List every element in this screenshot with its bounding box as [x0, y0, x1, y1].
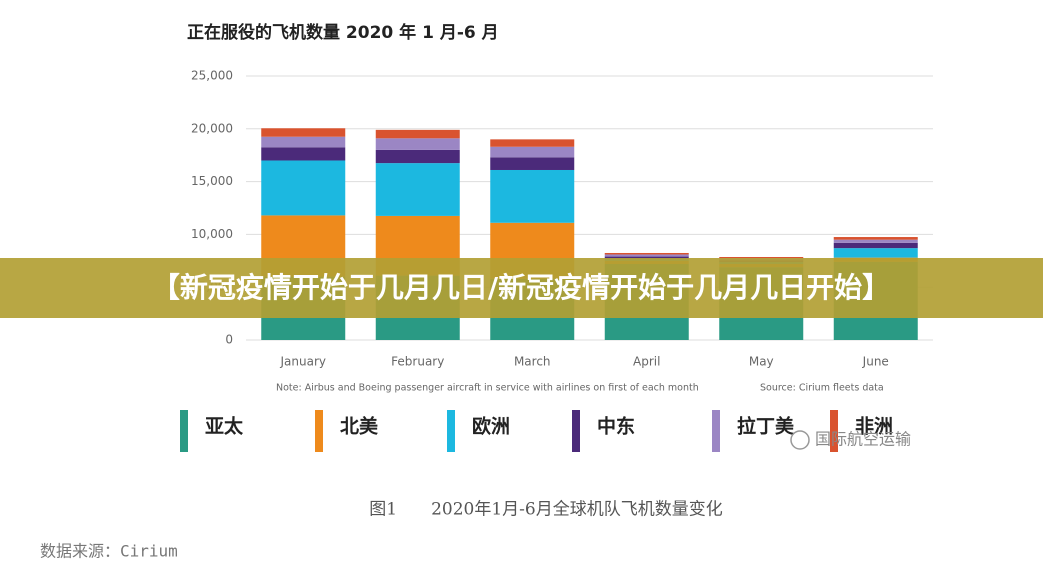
x-tick-label: May [749, 355, 774, 369]
legend-swatch [830, 410, 838, 452]
bar-segment [261, 147, 346, 161]
x-tick-label: June [862, 355, 889, 369]
bar-segment [490, 146, 575, 158]
x-tick-label: February [391, 355, 444, 369]
bar-segment [375, 129, 460, 139]
bar-segment [375, 163, 460, 216]
x-tick-label: January [280, 355, 327, 369]
bar-segment [604, 256, 689, 259]
y-tick-label: 10,000 [191, 227, 233, 241]
bar-segment [261, 160, 346, 216]
banner: 【新冠疫情开始于几月几日/新冠疫情开始于几月几日开始】 [152, 271, 890, 304]
y-tick-label: 25,000 [191, 69, 233, 83]
legend-label: 欧洲 [472, 415, 510, 438]
bar-segment [261, 136, 346, 148]
banner-bg [0, 258, 1043, 318]
legend-swatch [447, 410, 455, 452]
x-tick-label: March [514, 355, 551, 369]
y-tick-label: 15,000 [191, 174, 233, 188]
bar-segment [833, 242, 918, 249]
bar-segment [490, 169, 575, 223]
bar-segment [490, 139, 575, 147]
bar-segment [604, 254, 689, 257]
bar-segment [833, 237, 918, 240]
caption: 图1 2020年1月-6月全球机队飞机数量变化 [369, 500, 722, 520]
chart-title: 正在服役的飞机数量 2020 年 1 月-6 月 [187, 22, 499, 43]
legend-label: 非洲 [855, 416, 893, 438]
legend-label: 中东 [597, 415, 635, 438]
bar-segment [375, 138, 460, 150]
bar-segment [719, 256, 804, 259]
chart-note: Note: Airbus and Boeing passenger aircra… [276, 383, 699, 394]
legend-swatch [572, 410, 580, 452]
bar-segment [375, 149, 460, 164]
bar-segment [604, 252, 689, 255]
legend-label: 北美 [340, 415, 379, 438]
bar-segment [490, 157, 575, 170]
plot: 05,00010,00015,00020,00025,000JanuaryFeb… [191, 69, 933, 369]
data-source: 数据来源：Cirium [40, 542, 178, 561]
legend-label: 拉丁美 [737, 415, 795, 438]
y-tick-label: 20,000 [191, 121, 233, 135]
legend: 亚太 北美 欧洲 中东 拉丁美 非洲 [180, 410, 893, 452]
watermark-icon [790, 430, 810, 450]
bar-segment [261, 128, 346, 137]
bar-segment [833, 248, 918, 258]
legend-swatch [180, 410, 188, 452]
legend-label: 亚太 [205, 415, 244, 438]
chart-source: Source: Cirium fleets data [760, 383, 884, 394]
x-tick-label: April [633, 355, 660, 369]
legend-swatch [315, 410, 323, 452]
watermark: 国际航空运输 [815, 430, 911, 449]
bar-segment [833, 239, 918, 243]
legend-swatch [712, 410, 720, 452]
y-tick-label: 0 [225, 333, 233, 347]
